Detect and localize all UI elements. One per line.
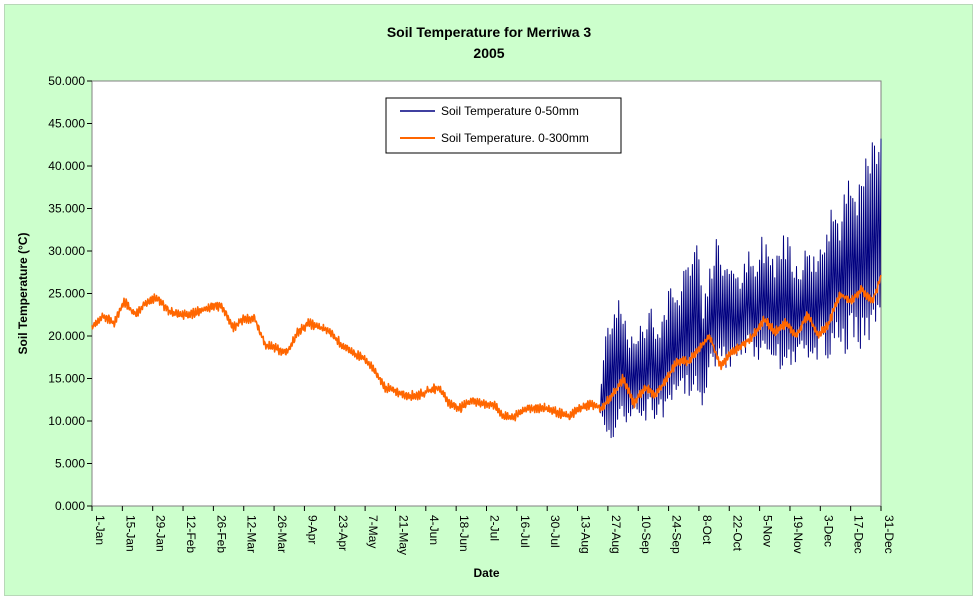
x-tick-label: 31-Dec xyxy=(882,515,896,554)
x-tick-label: 16-Jul xyxy=(518,515,532,548)
x-tick-label: 21-May xyxy=(396,515,410,555)
chart-subtitle: 2005 xyxy=(473,45,504,61)
y-tick-label: 35.000 xyxy=(48,202,85,216)
y-tick-label: 15.000 xyxy=(48,372,85,386)
y-tick-label: 45.000 xyxy=(48,117,85,131)
y-tick-label: 5.000 xyxy=(55,457,85,471)
x-axis-label: Date xyxy=(473,566,499,580)
y-tick-label: 25.000 xyxy=(48,287,85,301)
x-tick-label: 9-Apr xyxy=(305,515,319,544)
x-tick-label: 19-Nov xyxy=(791,515,805,554)
y-tick-label: 20.000 xyxy=(48,329,85,343)
legend-label-0-50mm: Soil Temperature 0-50mm xyxy=(441,104,579,118)
x-tick-label: 10-Sep xyxy=(639,515,653,554)
y-axis-label: Soil Temperature (°C) xyxy=(16,233,30,355)
legend: Soil Temperature 0-50mm Soil Temperature… xyxy=(385,97,622,154)
x-tick-label: 8-Oct xyxy=(700,515,714,545)
x-tick-label: 30-Jul xyxy=(548,515,562,548)
legend-label-0-300mm: Soil Temperature. 0-300mm xyxy=(441,131,589,145)
x-tick-label: 17-Dec xyxy=(852,515,866,554)
chart-area: Soil Temperature for Merriwa 3 2005 0.00… xyxy=(4,4,973,596)
y-axis: 0.000 5.000 10.000 15.000 20.000 25.000 30.000… xyxy=(48,74,92,513)
y-tick-label: 0.000 xyxy=(55,499,85,513)
x-tick-label: 2-Jul xyxy=(488,515,502,541)
x-tick-label: 22-Oct xyxy=(730,515,744,552)
x-tick-label: 23-Apr xyxy=(336,515,350,551)
x-tick-label: 1-Jan xyxy=(93,515,107,545)
x-tick-label: 7-May xyxy=(366,515,380,548)
x-tick-label: 4-Jun xyxy=(427,515,441,545)
series-layer xyxy=(91,138,882,439)
legend-box xyxy=(385,97,622,154)
chart-svg: Soil Temperature for Merriwa 3 2005 0.00… xyxy=(16,24,896,580)
y-tick-label: 30.000 xyxy=(48,244,85,258)
x-tick-label: 26-Feb xyxy=(214,515,228,553)
x-tick-label: 27-Aug xyxy=(609,515,623,554)
x-tick-label: 5-Nov xyxy=(761,515,775,547)
x-tick-label: 15-Jan xyxy=(123,515,137,552)
series-line-0-300mm xyxy=(91,274,882,422)
x-tick-label: 3-Dec xyxy=(821,515,835,547)
x-tick-label: 18-Jun xyxy=(457,515,471,552)
x-tick-label: 29-Jan xyxy=(154,515,168,552)
x-tick-label: 12-Mar xyxy=(245,515,259,553)
x-tick-label: 12-Feb xyxy=(184,515,198,553)
y-tick-label: 10.000 xyxy=(48,414,85,428)
x-axis: 1-Jan 15-Jan 29-Jan 12-Feb 26-Feb 12-Mar 26-Ma… xyxy=(91,506,896,555)
chart-title: Soil Temperature for Merriwa 3 xyxy=(387,24,592,40)
y-tick-label: 50.000 xyxy=(48,74,85,88)
x-tick-label: 24-Sep xyxy=(670,515,684,554)
x-tick-label: 13-Aug xyxy=(579,515,593,554)
x-tick-label: 26-Mar xyxy=(275,515,289,553)
y-tick-label: 40.000 xyxy=(48,159,85,173)
